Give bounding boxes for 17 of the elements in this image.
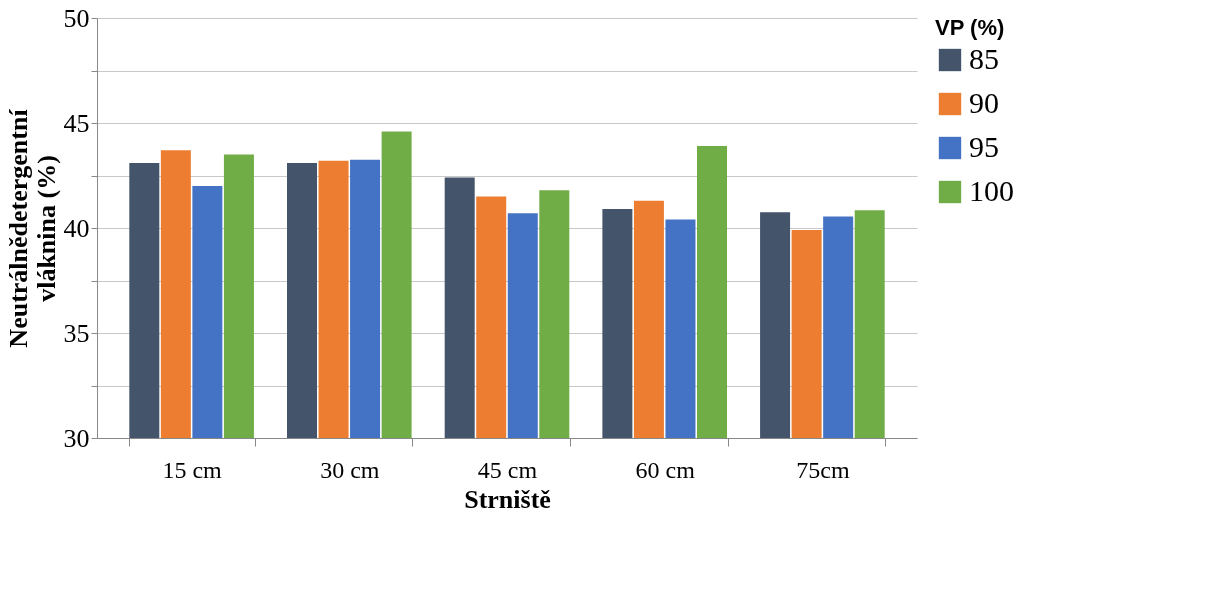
y-tick-label: 30 <box>63 423 90 453</box>
x-tick-label: 75cm <box>796 456 850 483</box>
y-tick-label: 35 <box>63 318 90 348</box>
legend-title: VP (%) <box>935 15 1005 40</box>
legend-label: 100 <box>969 174 1014 207</box>
legend-label: 90 <box>969 86 999 119</box>
x-tick-label: 15 cm <box>162 456 223 483</box>
y-tick-label: 40 <box>63 213 90 243</box>
y-axis-title: Neutrálnědetergentní vláknina (%) <box>3 108 61 348</box>
x-axis-title: Strniště <box>464 484 551 514</box>
y-tick-label: 50 <box>63 3 90 33</box>
legend-label: 95 <box>969 130 999 163</box>
legend-label: 85 <box>969 42 999 75</box>
y-tick-label: 45 <box>63 108 90 138</box>
x-tick-label: 60 cm <box>635 456 696 483</box>
x-tick-label: 45 cm <box>477 456 538 483</box>
x-tick-label: 30 cm <box>320 456 380 483</box>
